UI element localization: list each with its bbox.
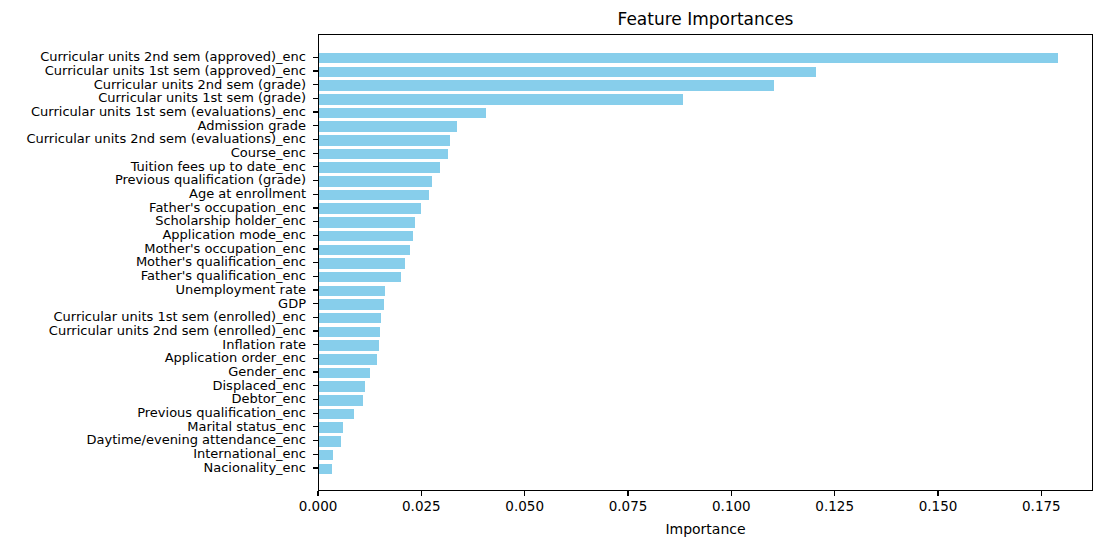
- plot-area: [318, 34, 1093, 491]
- y-tick-label: Unemployment rate: [0, 283, 306, 297]
- y-tick-mark: [313, 371, 318, 372]
- y-tick-mark: [313, 166, 318, 167]
- bar: [319, 108, 486, 119]
- y-tick-mark: [313, 57, 318, 58]
- y-tick-mark: [313, 399, 318, 400]
- y-tick-mark: [313, 194, 318, 195]
- bar: [319, 162, 440, 173]
- bar: [319, 217, 415, 228]
- y-tick-mark: [313, 330, 318, 331]
- bar: [319, 299, 384, 310]
- y-tick-mark: [313, 276, 318, 277]
- x-tick-mark: [317, 491, 318, 496]
- y-tick-mark: [313, 180, 318, 181]
- y-tick-mark: [313, 221, 318, 222]
- y-tick-mark: [313, 248, 318, 249]
- y-tick-mark: [313, 125, 318, 126]
- x-tick-label: 0.150: [908, 498, 968, 514]
- y-tick-mark: [313, 467, 318, 468]
- x-tick-mark: [731, 491, 732, 496]
- bar: [319, 368, 370, 379]
- bar: [319, 272, 401, 283]
- bar: [319, 94, 683, 105]
- y-tick-label: International_enc: [0, 447, 306, 461]
- y-tick-mark: [313, 358, 318, 359]
- bar: [319, 231, 413, 242]
- bar: [319, 395, 363, 406]
- y-tick-label: Course_enc: [0, 146, 306, 160]
- y-tick-mark: [313, 440, 318, 441]
- y-tick-label: Curricular units 2nd sem (enrolled)_enc: [0, 324, 306, 338]
- y-tick-mark: [313, 426, 318, 427]
- y-tick-mark: [313, 385, 318, 386]
- x-tick-label: 0.075: [598, 498, 658, 514]
- x-tick-label: 0.025: [391, 498, 451, 514]
- bar: [319, 464, 332, 475]
- bar: [319, 313, 381, 324]
- bar: [319, 149, 448, 160]
- y-tick-mark: [313, 207, 318, 208]
- y-tick-mark: [313, 344, 318, 345]
- x-tick-label: 0.000: [288, 498, 348, 514]
- x-tick-mark: [937, 491, 938, 496]
- y-tick-mark: [313, 262, 318, 263]
- y-tick-label: Age at enrollment: [0, 187, 306, 201]
- figure: Feature Importances Importance Curricula…: [0, 0, 1103, 547]
- bar: [319, 53, 1058, 64]
- x-tick-mark: [834, 491, 835, 496]
- x-tick-label: 0.175: [1011, 498, 1071, 514]
- y-tick-mark: [313, 98, 318, 99]
- y-tick-mark: [313, 111, 318, 112]
- y-tick-mark: [313, 235, 318, 236]
- y-tick-mark: [313, 153, 318, 154]
- bar: [319, 135, 450, 146]
- bar: [319, 450, 333, 461]
- x-tick-label: 0.050: [495, 498, 555, 514]
- bar: [319, 80, 774, 91]
- bar: [319, 245, 410, 256]
- x-tick-mark: [524, 491, 525, 496]
- y-tick-label: Curricular units 1st sem (evaluations)_e…: [0, 105, 306, 119]
- bar: [319, 409, 354, 420]
- y-tick-mark: [313, 317, 318, 318]
- y-tick-mark: [313, 454, 318, 455]
- x-axis-label: Importance: [318, 521, 1093, 537]
- bar: [319, 422, 343, 433]
- bar: [319, 381, 365, 392]
- bar: [319, 121, 457, 132]
- y-tick-label: Curricular units 1st sem (approved)_enc: [0, 64, 306, 78]
- bar: [319, 203, 421, 214]
- bar: [319, 258, 405, 269]
- y-tick-mark: [313, 70, 318, 71]
- bar: [319, 67, 816, 78]
- bar: [319, 190, 429, 201]
- y-tick-label: Gender_enc: [0, 365, 306, 379]
- y-tick-mark: [313, 413, 318, 414]
- x-tick-label: 0.100: [701, 498, 761, 514]
- bar: [319, 340, 379, 351]
- bar: [319, 354, 377, 365]
- y-tick-label: Nacionality_enc: [0, 461, 306, 475]
- x-tick-label: 0.125: [805, 498, 865, 514]
- y-tick-mark: [313, 84, 318, 85]
- chart-title: Feature Importances: [318, 9, 1093, 29]
- y-tick-mark: [313, 289, 318, 290]
- y-tick-mark: [313, 139, 318, 140]
- x-tick-mark: [627, 491, 628, 496]
- y-tick-label: Application mode_enc: [0, 228, 306, 242]
- bar: [319, 327, 380, 338]
- y-tick-label: Previous qualification_enc: [0, 406, 306, 420]
- x-tick-mark: [1041, 491, 1042, 496]
- x-tick-mark: [421, 491, 422, 496]
- bar: [319, 286, 385, 297]
- y-tick-mark: [313, 303, 318, 304]
- bar: [319, 176, 432, 187]
- bar: [319, 436, 341, 447]
